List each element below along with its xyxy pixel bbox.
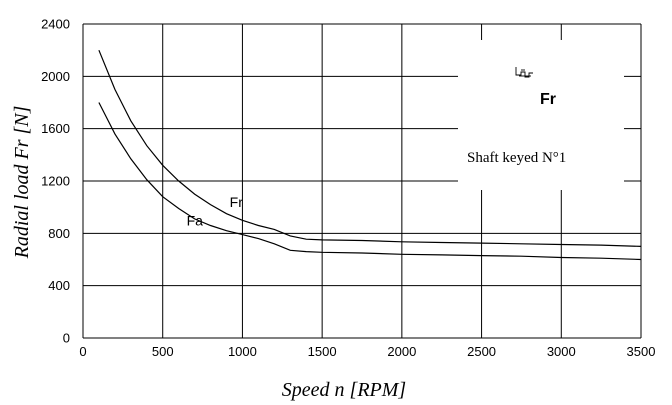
series-line-fr <box>98 49 642 247</box>
series-label-fa: Fa <box>187 212 204 228</box>
y-tick-label: 400 <box>48 278 70 293</box>
y-tick-labels: 0 400 800 1200 1600 2000 2400 <box>41 17 70 346</box>
x-tick-label: 500 <box>152 344 174 359</box>
series-line-fa <box>98 102 642 261</box>
y-tick-label: 0 <box>63 331 70 346</box>
shaft-icon <box>515 67 533 78</box>
inset-caption: Shaft keyed N°1 <box>467 150 566 166</box>
y-tick-label: 2000 <box>41 69 70 84</box>
x-tick-label: 2500 <box>467 344 496 359</box>
y-tick-label: 800 <box>48 226 70 241</box>
curves: Fr Fa <box>98 49 642 261</box>
x-tick-label: 3500 <box>627 344 656 359</box>
x-axis-title: Speed n [RPM] <box>282 379 406 401</box>
y-tick-label: 1600 <box>41 121 70 136</box>
x-tick-label: 2000 <box>387 344 416 359</box>
x-tick-label: 1500 <box>308 344 337 359</box>
y-tick-label: 1200 <box>41 174 70 189</box>
x-tick-label: 0 <box>79 344 86 359</box>
x-tick-labels: 0 500 1000 1500 2000 2500 3000 3500 <box>79 344 655 359</box>
series-label-fr: Fr <box>230 194 244 210</box>
y-tick-label: 2400 <box>41 17 70 32</box>
x-tick-label: 1000 <box>228 344 257 359</box>
inset-force-label: Fr <box>540 91 556 108</box>
x-tick-label: 3000 <box>547 344 576 359</box>
y-axis-title: Radial load Fr [N] <box>11 106 33 260</box>
inset-box <box>458 40 624 190</box>
